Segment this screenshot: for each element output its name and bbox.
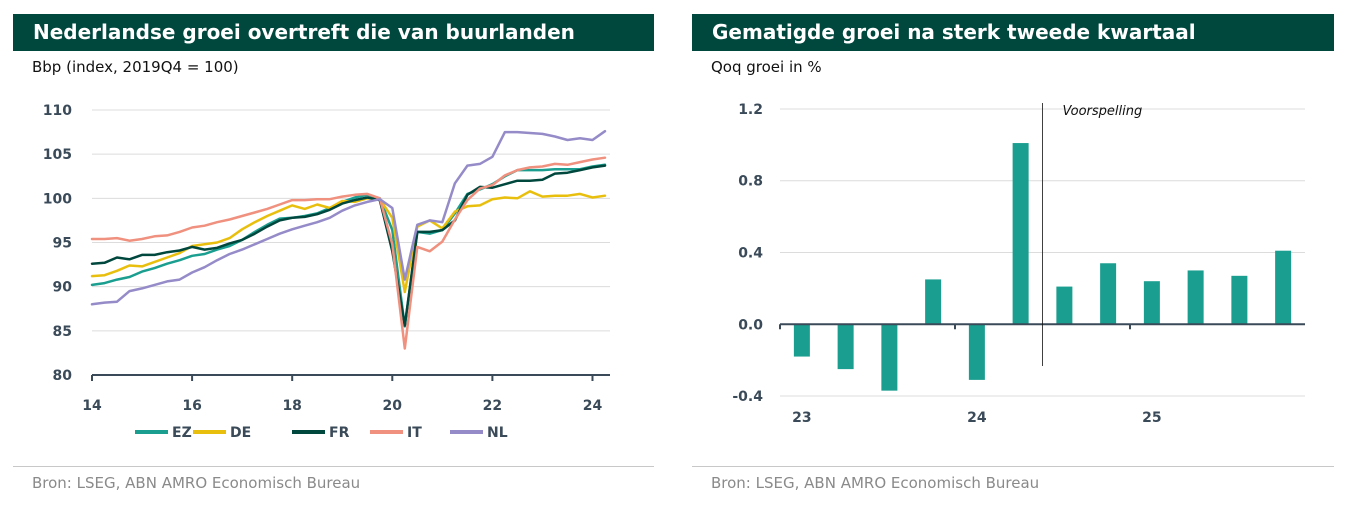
bar-24q1 bbox=[968, 324, 985, 380]
left-divider bbox=[13, 466, 654, 467]
y-tick-label: 80 bbox=[53, 368, 73, 384]
left-chart-panel: Nederlandse groei overtreft die van buur… bbox=[0, 0, 680, 506]
left-chart-subtitle: Bbp (index, 2019Q4 = 100) bbox=[32, 58, 239, 76]
x-tick-label: 16 bbox=[182, 398, 201, 414]
y-tick-label: 95 bbox=[53, 236, 72, 252]
x-tick-label: 24 bbox=[583, 398, 603, 414]
bar-24q2 bbox=[1012, 143, 1029, 325]
y-tick-label: 100 bbox=[43, 191, 72, 207]
x-year-label: 24 bbox=[967, 410, 987, 426]
bar-25q4 bbox=[1275, 250, 1292, 325]
y-tick-label: 105 bbox=[43, 147, 72, 163]
y-tick-label: 1.2 bbox=[738, 102, 763, 118]
y-tick-label: 90 bbox=[53, 280, 73, 296]
bar-25q3 bbox=[1231, 275, 1248, 325]
gdp-index-line-chart: 80 85 90 95 100 105 110 14 16 18 20 22 24 EZ DE FR IT NL bbox=[43, 103, 610, 441]
legend-label-nl: NL bbox=[487, 425, 508, 441]
right-chart-title: Gematigde groei na sterk tweede kwartaal bbox=[692, 14, 1334, 51]
bar-24q4 bbox=[1100, 263, 1117, 325]
x-tick-label: 14 bbox=[82, 398, 102, 414]
right-chart-subtitle: Qoq groei in % bbox=[711, 58, 822, 76]
y-tick-label: 0.0 bbox=[738, 317, 763, 333]
x-tick-label: 20 bbox=[383, 398, 403, 414]
x-tick-label: 18 bbox=[282, 398, 301, 414]
right-chart-panel: Gematigde groei na sterk tweede kwartaal… bbox=[680, 0, 1363, 506]
legend-label-ez: EZ bbox=[172, 425, 192, 441]
series-line-nl bbox=[90, 129, 607, 306]
right-divider bbox=[692, 466, 1334, 467]
forecast-annotation: Voorspelling bbox=[1063, 104, 1143, 119]
series-line-it bbox=[90, 156, 607, 350]
series-line-fr bbox=[90, 164, 607, 327]
bar-23q1 bbox=[793, 324, 810, 357]
left-source-note: Bron: LSEG, ABN AMRO Economisch Bureau bbox=[32, 474, 361, 492]
legend-label-de: DE bbox=[230, 425, 251, 441]
qoq-growth-bar-chart: -0.4 0.0 0.4 0.8 1.2 23 24 25 Voorspelling bbox=[732, 102, 1305, 426]
right-source-note: Bron: LSEG, ABN AMRO Economisch Bureau bbox=[711, 474, 1040, 492]
bar-25q1 bbox=[1143, 281, 1160, 325]
x-year-label: 25 bbox=[1142, 410, 1161, 426]
bar-24q3 bbox=[1056, 286, 1073, 325]
bar-23q4 bbox=[925, 279, 942, 325]
bar-25q2 bbox=[1187, 270, 1204, 325]
y-tick-label: 85 bbox=[53, 324, 72, 340]
legend-label-it: IT bbox=[407, 425, 422, 441]
y-tick-label: 0.8 bbox=[738, 174, 763, 190]
series-line-ez bbox=[90, 163, 607, 328]
series-line-de bbox=[90, 190, 607, 294]
y-tick-label: 110 bbox=[43, 103, 72, 119]
legend-label-fr: FR bbox=[329, 425, 350, 441]
bar-23q2 bbox=[837, 324, 854, 370]
y-tick-label: -0.4 bbox=[732, 389, 763, 405]
left-chart-title: Nederlandse groei overtreft die van buur… bbox=[13, 14, 654, 51]
x-tick-label: 22 bbox=[483, 398, 502, 414]
x-year-label: 23 bbox=[792, 410, 811, 426]
y-tick-label: 0.4 bbox=[738, 246, 763, 262]
bar-23q3 bbox=[881, 324, 898, 391]
